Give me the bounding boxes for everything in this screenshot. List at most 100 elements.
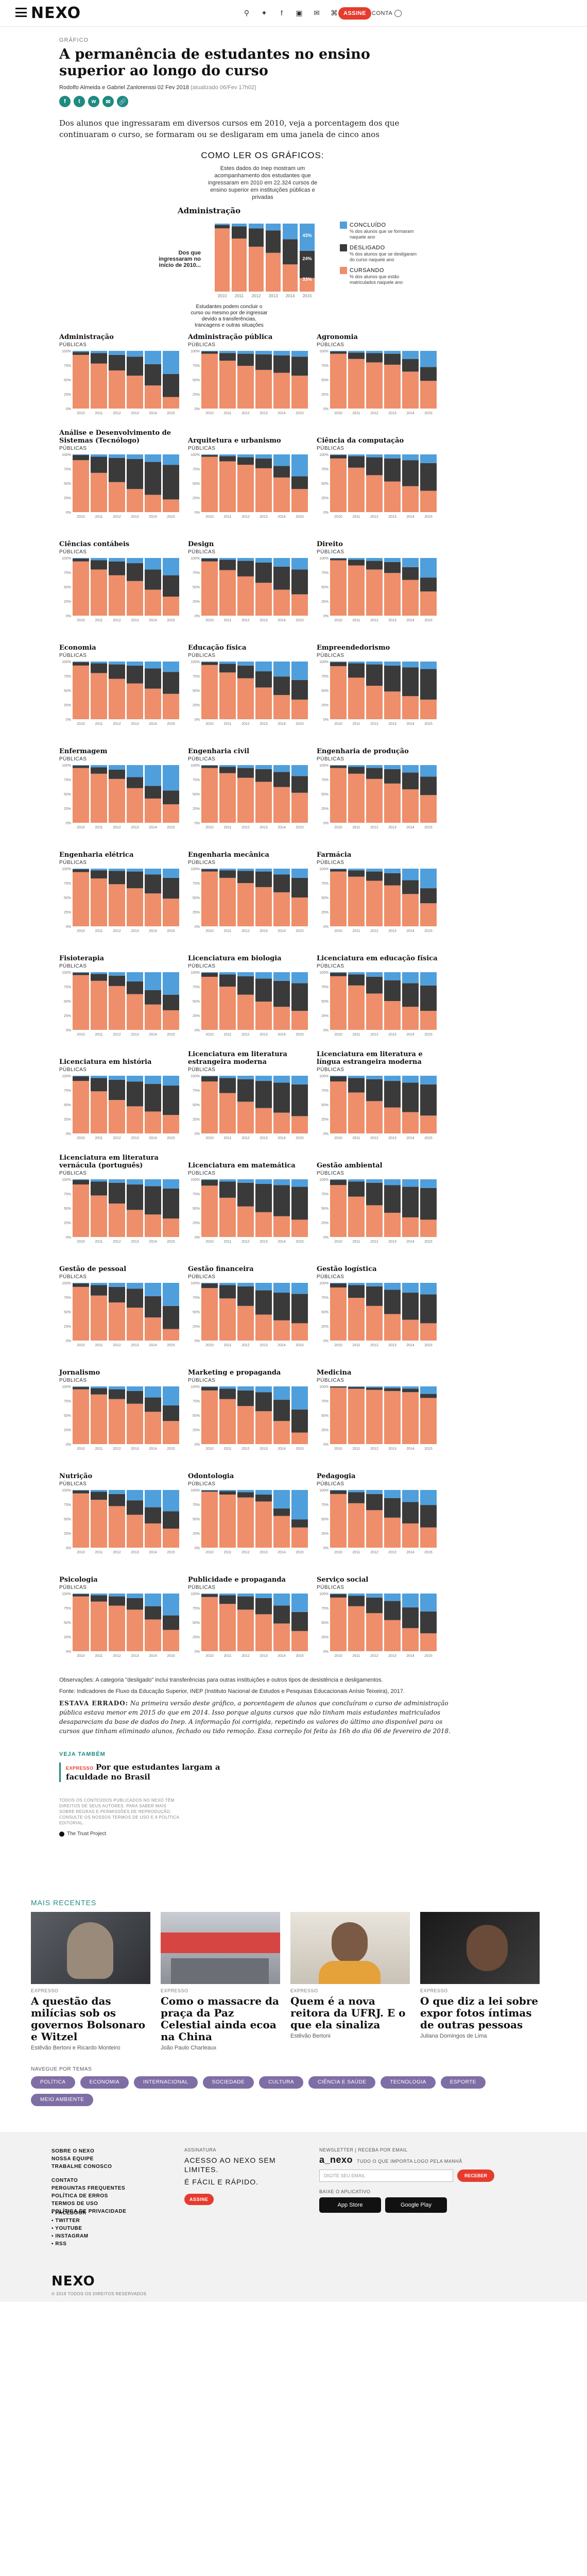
menu-icon[interactable]: [15, 8, 27, 17]
twitter-icon[interactable]: ✦: [261, 8, 267, 17]
bar-segment-cursando: [237, 465, 254, 512]
receive-button[interactable]: RECEBER: [457, 2170, 495, 2182]
footer-link[interactable]: POLÍTICA DE PRIVACIDADE: [51, 2209, 127, 2214]
youtube-link[interactable]: ▪ YOUTUBE: [51, 2226, 82, 2231]
recent-card-image[interactable]: [31, 1912, 150, 1984]
footer-link[interactable]: NOSSA EQUIPE: [51, 2156, 94, 2162]
x-tick-label: 2015: [167, 826, 175, 829]
bar-segment-desligado: [109, 1596, 125, 1606]
topic-chip[interactable]: INTERNACIONAL: [134, 2076, 198, 2089]
subscribe-button[interactable]: ASSINE: [338, 7, 371, 20]
share-email-icon[interactable]: ✉: [102, 96, 114, 107]
sector-label: PÚBLICAS: [188, 653, 216, 658]
footer-link[interactable]: SOBRE O NEXO: [51, 2148, 95, 2154]
bar-segment-desligado: [145, 1606, 161, 1620]
recent-card[interactable]: EXPRESSO Como o massacre da praça da Paz…: [161, 1912, 280, 2051]
trust-project-label: The Trust Project: [67, 1831, 107, 1837]
google-play-button[interactable]: Google Play: [385, 2197, 447, 2213]
share-link-icon[interactable]: 🔗: [117, 96, 128, 107]
recent-card[interactable]: EXPRESSO O que diz a lei sobre expor fot…: [420, 1912, 540, 2051]
topic-chip[interactable]: MEIO AMBIENTE: [31, 2094, 94, 2106]
share-twitter-icon[interactable]: t: [74, 96, 85, 107]
facebook-link[interactable]: ▪ FACEBOOK: [51, 2210, 87, 2216]
trust-project-badge[interactable]: The Trust Project: [59, 1831, 587, 1837]
footer-logo[interactable]: NEXO: [51, 2274, 95, 2289]
y-tick-label: 75%: [64, 1503, 71, 1507]
share-facebook-icon[interactable]: f: [59, 96, 71, 107]
recent-card-title[interactable]: A questão das milícias sob os governos B…: [31, 1995, 146, 2043]
email-input[interactable]: DIGITE SEU EMAIL: [319, 2170, 453, 2182]
authors[interactable]: Rodolfo Almeida e Gabriel Zanlorenssi: [59, 84, 156, 91]
bar-segment-desligado: [163, 374, 179, 397]
recent-card[interactable]: EXPRESSO A questão das milícias sob os g…: [31, 1912, 150, 2051]
stacked-bar-chart: 100% 75% 50% 25% 0% 2010 2011 2012 2013 2014 2015: [62, 660, 179, 726]
y-tick-label: 25%: [321, 1636, 329, 1639]
bar-segment-cursando: [330, 1081, 347, 1133]
instagram-link[interactable]: ▪ INSTAGRAM: [51, 2233, 89, 2239]
recent-card-author: João Paulo Charleaux: [161, 2045, 217, 2051]
course-name: Licenciatura em educação física: [317, 955, 438, 962]
topic-chip[interactable]: CIÊNCIA E SAÚDE: [308, 2076, 376, 2089]
y-tick-label: 25%: [321, 497, 329, 500]
x-tick-label: 2015: [167, 1654, 175, 1658]
recent-card-title[interactable]: Quem é a nova reitora da UFRJ. E o que e…: [290, 1995, 406, 2031]
x-tick-label: 2011: [352, 412, 360, 415]
site-logo[interactable]: NEXO: [31, 4, 81, 22]
footer-link[interactable]: PERGUNTAS FREQUENTES: [51, 2185, 126, 2191]
recent-card-image[interactable]: [420, 1912, 540, 1984]
topic-chip[interactable]: ESPORTE: [440, 2076, 486, 2089]
bar-segment-concluido: [109, 662, 125, 665]
bar-segment-concluido: [366, 1076, 383, 1079]
bar-segment-desligado: [384, 980, 401, 1001]
footer-link[interactable]: POLÍTICA DE ERROS: [51, 2193, 108, 2199]
bar-segment-cursando: [291, 1116, 308, 1133]
bar-segment-concluido: [366, 869, 383, 872]
example-segment-cursando: [249, 246, 264, 292]
email-icon[interactable]: ✉: [314, 8, 320, 17]
bar-segment-desligado: [73, 1490, 89, 1494]
footer-subscribe-button[interactable]: ASSINE: [184, 2194, 214, 2205]
x-tick-label: 2014: [149, 722, 157, 726]
bar-segment-desligado: [163, 1405, 179, 1421]
instagram-icon[interactable]: ▣: [296, 8, 303, 17]
bar-segment-cursando: [291, 489, 308, 512]
stacked-bar-chart: 100% 75% 50% 25% 0% 2010 2011 2012 2013 2014 2015: [319, 1385, 437, 1451]
x-tick-label: 2013: [260, 1447, 268, 1451]
recent-card-title[interactable]: Como o massacre da praça da Paz Celestia…: [161, 1995, 279, 2043]
bar-segment-cursando: [109, 986, 125, 1030]
bar-segment-cursando: [291, 376, 308, 409]
bar-segment-concluido: [91, 972, 107, 974]
footer-link[interactable]: TERMOS DE USO: [51, 2201, 98, 2207]
footer-link[interactable]: CONTATO: [51, 2178, 78, 2183]
bar-segment-cursando: [384, 783, 401, 823]
share-whatsapp-icon[interactable]: w: [88, 96, 99, 107]
x-tick-label: 2011: [352, 1654, 360, 1658]
recent-card-title[interactable]: O que diz a lei sobre expor fotos íntima…: [420, 1995, 539, 2031]
bar-segment-desligado: [145, 874, 161, 894]
rss-icon[interactable]: ⌘: [331, 8, 338, 17]
see-also-card[interactable]: EXPRESSO Por que estudantes largam a fac…: [59, 1762, 229, 1782]
footer-link[interactable]: TRABALHE CONOSCO: [51, 2164, 112, 2170]
facebook-icon[interactable]: f: [281, 9, 283, 17]
topic-chip[interactable]: POLÍTICA: [31, 2076, 75, 2089]
x-tick-label: 2013: [260, 826, 268, 829]
see-also-title[interactable]: Por que estudantes largam a faculdade no…: [66, 1762, 220, 1782]
search-icon[interactable]: ⚲: [244, 8, 250, 17]
recent-card[interactable]: EXPRESSO Quem é a nova reitora da UFRJ. …: [290, 1912, 410, 2051]
recent-card-image[interactable]: [290, 1912, 410, 1984]
topic-chip[interactable]: SOCIEDADE: [202, 2076, 254, 2089]
topic-chip[interactable]: TECNOLOGIA: [381, 2076, 436, 2089]
bar-segment-cursando: [73, 665, 89, 719]
y-tick-label: 100%: [62, 1489, 71, 1493]
twitter-link[interactable]: ▪ TWITTER: [51, 2218, 80, 2224]
bar-segment-concluido: [255, 1386, 272, 1393]
account-link[interactable]: CONTA: [372, 10, 402, 17]
recent-card-image[interactable]: [161, 1912, 280, 1984]
bar-segment-cursando: [402, 1217, 419, 1237]
topic-chip[interactable]: ECONOMIA: [80, 2076, 129, 2089]
topic-chip[interactable]: CULTURA: [259, 2076, 304, 2089]
y-tick-label: 75%: [321, 1607, 329, 1611]
app-store-button[interactable]: App Store: [319, 2197, 381, 2213]
rss-link[interactable]: ▪ RSS: [51, 2241, 67, 2247]
bar-segment-concluido: [145, 351, 161, 364]
